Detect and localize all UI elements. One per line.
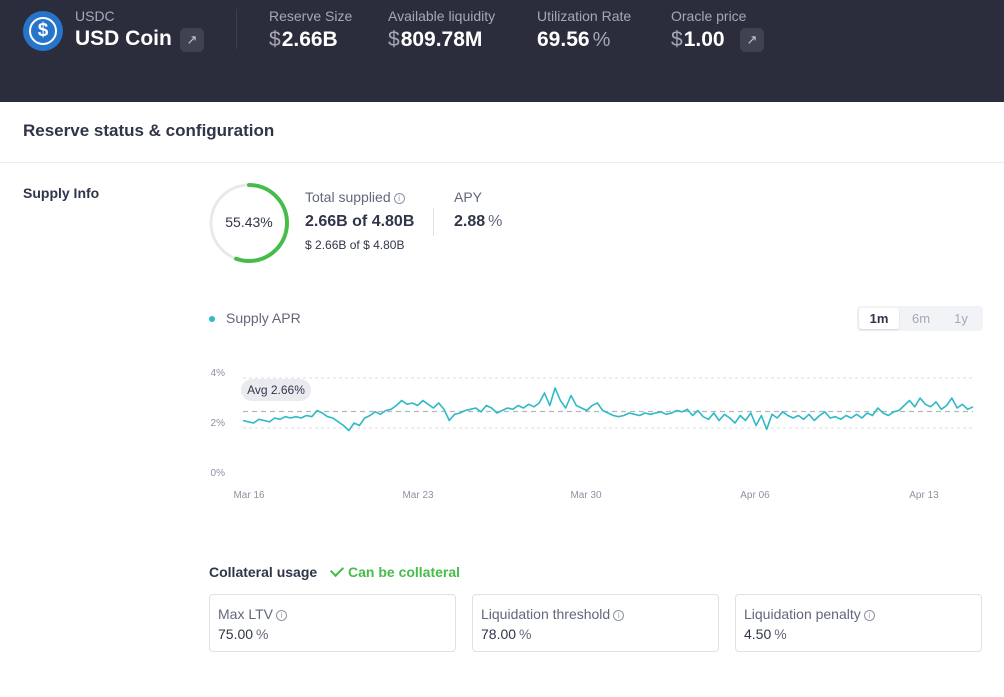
- x-tick-label: Mar 30: [570, 490, 602, 501]
- supply-apr-chart: 0% 2% 4% Avg 2.66% Mar 16 Mar 23 Mar 30 Apr 06 A…: [211, 368, 974, 501]
- asset-symbol: USDC: [75, 8, 115, 24]
- oracle-price-currency: $: [671, 28, 683, 51]
- liquidation-threshold-box: Liquidation threshold i 78.00%: [472, 594, 719, 652]
- section-divider: [0, 162, 1004, 163]
- liquidation-threshold-value: 78.00: [481, 626, 517, 642]
- liquidation-penalty-label-text: Liquidation penalty: [744, 606, 861, 622]
- reserve-size-value: 2.66B: [281, 28, 338, 51]
- apy-value-wrap: 2.88%: [454, 213, 502, 231]
- liquidation-penalty-value-wrap: 4.50%: [744, 626, 787, 642]
- available-liquidity-label: Available liquidity: [388, 8, 496, 24]
- info-icon[interactable]: i: [275, 610, 287, 621]
- total-supplied-usd-currency: $: [305, 238, 312, 252]
- available-liquidity-value: 809.78M: [400, 28, 483, 51]
- header-divider: [236, 9, 237, 49]
- supply-apr-series-line: [242, 387, 974, 432]
- total-supplied-cap-currency: $: [363, 238, 370, 252]
- total-supplied-label-text: Total supplied: [305, 189, 391, 205]
- apy-label: APY: [454, 189, 483, 205]
- max-ltv-label: Max LTV i: [218, 606, 287, 622]
- info-icon[interactable]: i: [863, 610, 875, 621]
- liquidation-penalty-unit: %: [774, 626, 787, 642]
- max-ltv-value-wrap: 75.00%: [218, 626, 269, 642]
- reserve-size-currency: $: [269, 28, 281, 51]
- liquidation-threshold-label-text: Liquidation threshold: [481, 606, 611, 622]
- range-tabs: 1m 6m 1y: [857, 306, 983, 331]
- reserve-size-label: Reserve Size: [269, 8, 353, 24]
- max-ltv-unit: %: [256, 626, 269, 642]
- oracle-price-label: Oracle price: [671, 8, 747, 24]
- liquidation-penalty-box: Liquidation penalty i 4.50%: [735, 594, 982, 652]
- tab-1y[interactable]: 1y: [954, 311, 968, 326]
- utilization-rate-value: 69.56: [537, 28, 590, 51]
- oracle-price-stat: Oracle price $1.00: [671, 8, 746, 52]
- apy-unit: %: [488, 213, 503, 230]
- x-tick-label: Apr 06: [740, 490, 770, 501]
- available-liquidity-stat: Available liquidity $809.78M: [388, 8, 495, 52]
- check-icon: [329, 562, 345, 578]
- max-ltv-value: 75.00: [218, 626, 254, 642]
- info-icon[interactable]: i: [613, 610, 625, 621]
- x-tick-label: Mar 23: [402, 490, 434, 501]
- liquidation-threshold-value-wrap: 78.00%: [481, 626, 532, 642]
- tab-6m[interactable]: 6m: [911, 311, 931, 326]
- total-supplied-usd-cap: 4.80B: [373, 238, 405, 252]
- section-title: Reserve status & configuration: [23, 121, 275, 140]
- supply-cap-percent: 55.43%: [225, 214, 273, 230]
- asset-name: USD Coin: [75, 27, 172, 50]
- usdc-logo-icon: $: [23, 11, 63, 51]
- total-supplied-usd-of: of: [349, 238, 360, 252]
- collateral-status: Can be collateral: [329, 562, 461, 580]
- supply-info-label: Supply Info: [23, 185, 100, 201]
- max-ltv-box: Max LTV i 75.00%: [209, 594, 456, 652]
- max-ltv-label-text: Max LTV: [218, 606, 273, 622]
- utilization-rate-unit: %: [592, 29, 611, 51]
- info-icon[interactable]: i: [393, 193, 405, 204]
- y-tick-label: 0%: [211, 468, 226, 479]
- total-supplied-usd: $ 2.66B of $ 4.80B: [305, 238, 404, 252]
- liquidation-penalty-label: Liquidation penalty i: [744, 606, 875, 622]
- collateral-status-text: Can be collateral: [348, 564, 461, 580]
- total-supplied-label: Total supplied i: [305, 189, 405, 205]
- collateral-usage-label: Collateral usage: [209, 564, 318, 580]
- apy-value: 2.88: [454, 213, 486, 230]
- liquidation-threshold-label: Liquidation threshold i: [481, 606, 625, 622]
- reserve-size-stat: Reserve Size $2.66B: [269, 8, 352, 52]
- liquidation-penalty-value: 4.50: [744, 626, 772, 642]
- available-liquidity-currency: $: [388, 28, 400, 51]
- utilization-rate-label: Utilization Rate: [537, 8, 632, 24]
- oracle-external-link-icon[interactable]: ↗: [740, 28, 764, 52]
- chart-legend-label: Supply APR: [226, 310, 301, 326]
- supply-divider: [433, 208, 434, 236]
- oracle-price-value: 1.00: [683, 28, 725, 51]
- legend-dot-icon: [209, 316, 215, 322]
- total-supplied-value: 2.66B of 4.80B: [305, 213, 415, 230]
- tab-1m[interactable]: 1m: [859, 308, 899, 329]
- x-tick-label: Apr 13: [909, 490, 939, 501]
- donut-progress-arc: [209, 183, 289, 263]
- reserve-header: $ USDC USD Coin ↗ Reserve Size $2.66B Av…: [0, 0, 1004, 102]
- supply-cap-donut: [209, 183, 289, 263]
- average-badge: [241, 379, 311, 401]
- y-tick-label: 4%: [211, 368, 226, 379]
- average-badge-label: Avg 2.66%: [247, 383, 305, 397]
- x-tick-label: Mar 16: [233, 490, 265, 501]
- y-tick-label: 2%: [211, 418, 226, 429]
- external-link-icon[interactable]: ↗: [180, 28, 204, 52]
- total-supplied-usd-value: 2.66B: [315, 238, 347, 252]
- liquidation-threshold-unit: %: [519, 626, 532, 642]
- utilization-rate-stat: Utilization Rate 69.56%: [537, 8, 631, 52]
